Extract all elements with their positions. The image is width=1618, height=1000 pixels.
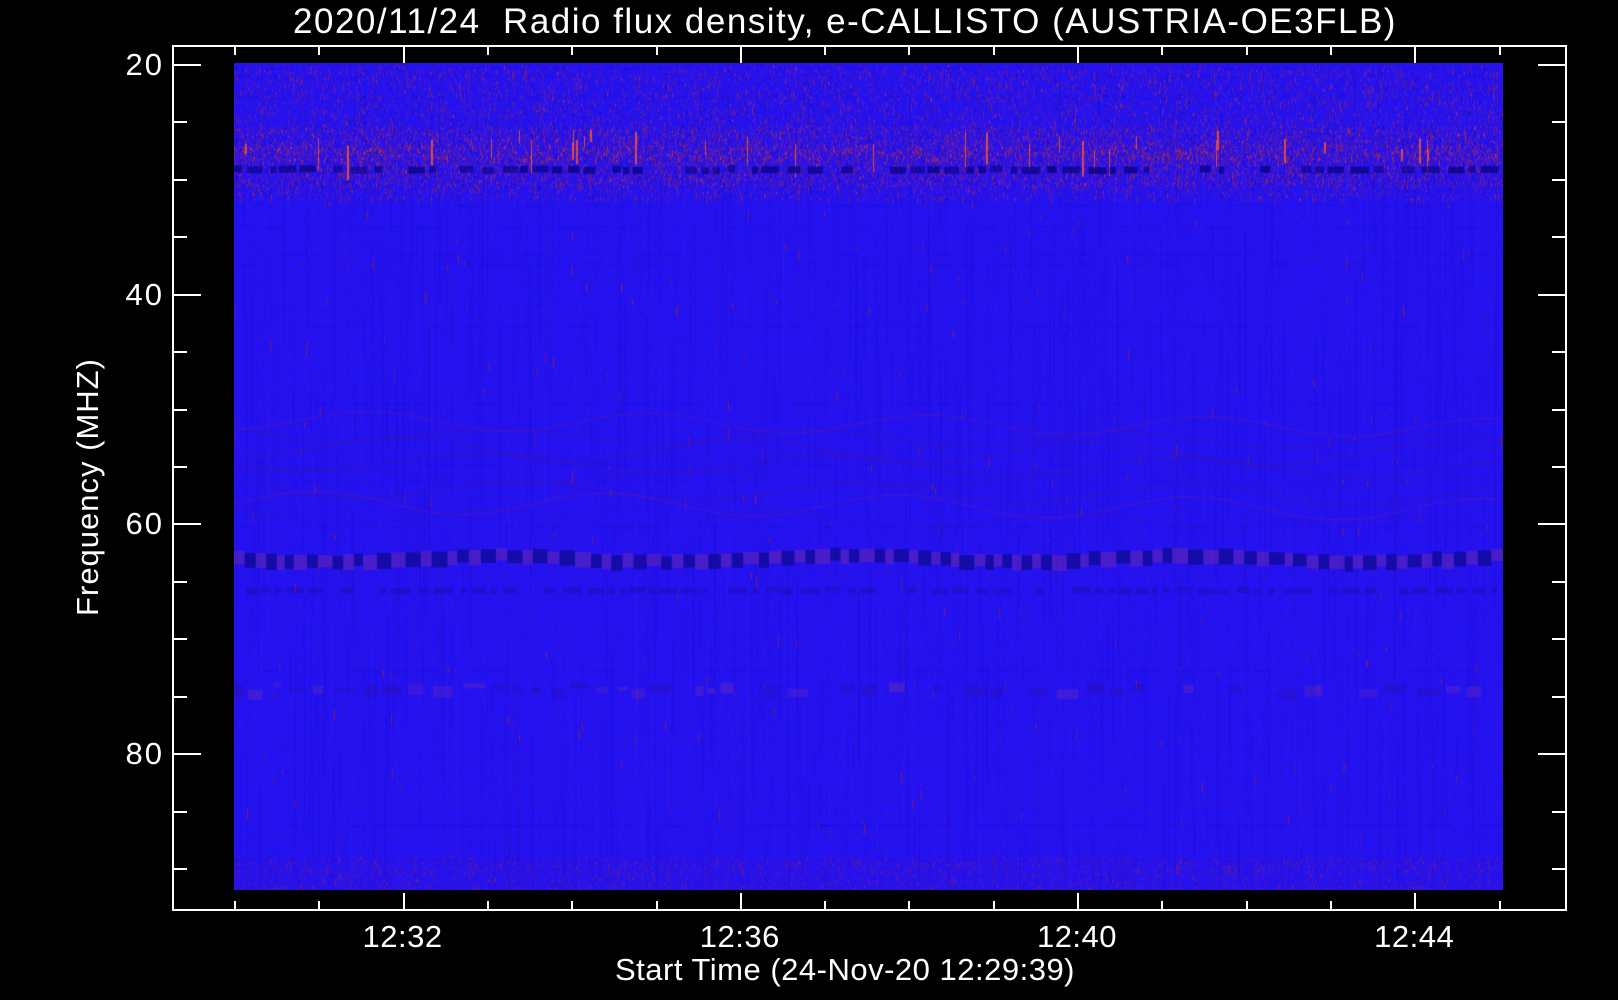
- x-tick-label: 12:40: [1036, 919, 1118, 954]
- y-major-tick: [174, 64, 201, 66]
- x-minor-tick: [571, 901, 573, 909]
- x-minor-tick: [656, 47, 658, 55]
- x-minor-tick: [824, 47, 826, 55]
- y-minor-tick: [1552, 868, 1565, 870]
- x-minor-tick: [234, 47, 236, 55]
- y-minor-tick: [174, 811, 187, 813]
- y-major-tick: [1538, 523, 1565, 525]
- x-major-tick: [1414, 47, 1416, 63]
- x-major-tick: [1077, 893, 1079, 909]
- y-major-tick: [174, 753, 201, 755]
- x-minor-tick: [1161, 47, 1163, 55]
- x-minor-tick: [1499, 47, 1501, 55]
- y-minor-tick: [1552, 409, 1565, 411]
- x-tick-label: 12:32: [362, 919, 443, 954]
- x-minor-tick: [487, 47, 489, 55]
- x-minor-tick: [824, 901, 826, 909]
- y-minor-tick: [174, 351, 187, 353]
- x-major-tick: [403, 893, 405, 909]
- x-major-tick: [1414, 893, 1416, 909]
- x-minor-tick: [571, 47, 573, 55]
- x-minor-tick: [993, 47, 995, 55]
- x-tick-label: 12:36: [699, 919, 780, 954]
- y-minor-tick: [1552, 121, 1565, 123]
- x-minor-tick: [318, 901, 320, 909]
- x-minor-tick: [908, 901, 910, 909]
- x-axis-title: Start Time (24-Nov-20 12:29:39): [614, 952, 1076, 987]
- x-minor-tick: [1330, 901, 1332, 909]
- x-major-tick: [403, 47, 405, 63]
- spectrogram-image: [234, 63, 1503, 890]
- plot-frame: [172, 45, 1567, 911]
- chart-title: 2020/11/24 Radio flux density, e-CALLIST…: [293, 2, 1397, 41]
- x-minor-tick: [234, 901, 236, 909]
- x-minor-tick: [656, 901, 658, 909]
- y-minor-tick: [1552, 811, 1565, 813]
- x-minor-tick: [908, 47, 910, 55]
- x-major-tick: [1077, 47, 1079, 63]
- x-minor-tick: [1246, 47, 1248, 55]
- x-minor-tick: [318, 47, 320, 55]
- y-tick-label: 40: [125, 277, 164, 312]
- y-minor-tick: [174, 121, 187, 123]
- y-tick-label: 20: [125, 47, 164, 82]
- y-major-tick: [174, 294, 201, 296]
- y-minor-tick: [1552, 581, 1565, 583]
- y-minor-tick: [1552, 466, 1565, 468]
- y-minor-tick: [174, 409, 187, 411]
- y-minor-tick: [174, 581, 187, 583]
- x-minor-tick: [1499, 901, 1501, 909]
- x-minor-tick: [993, 901, 995, 909]
- y-minor-tick: [174, 638, 187, 640]
- y-major-tick: [1538, 753, 1565, 755]
- y-minor-tick: [174, 868, 187, 870]
- y-major-tick: [1538, 64, 1565, 66]
- y-tick-label: 80: [125, 736, 164, 771]
- y-tick-label: 60: [125, 506, 164, 541]
- x-minor-tick: [1161, 901, 1163, 909]
- x-major-tick: [740, 893, 742, 909]
- y-minor-tick: [174, 236, 187, 238]
- y-major-tick: [174, 523, 201, 525]
- x-major-tick: [740, 47, 742, 63]
- y-minor-tick: [1552, 638, 1565, 640]
- y-minor-tick: [1552, 696, 1565, 698]
- y-minor-tick: [174, 466, 187, 468]
- x-tick-label: 12:44: [1374, 919, 1455, 954]
- x-minor-tick: [487, 901, 489, 909]
- y-minor-tick: [1552, 179, 1565, 181]
- y-axis-title: Frequency (MHZ): [70, 358, 105, 616]
- y-minor-tick: [1552, 351, 1565, 353]
- x-minor-tick: [1246, 901, 1248, 909]
- x-minor-tick: [1330, 47, 1332, 55]
- y-minor-tick: [1552, 236, 1565, 238]
- y-major-tick: [1538, 294, 1565, 296]
- y-minor-tick: [174, 179, 187, 181]
- y-minor-tick: [174, 696, 187, 698]
